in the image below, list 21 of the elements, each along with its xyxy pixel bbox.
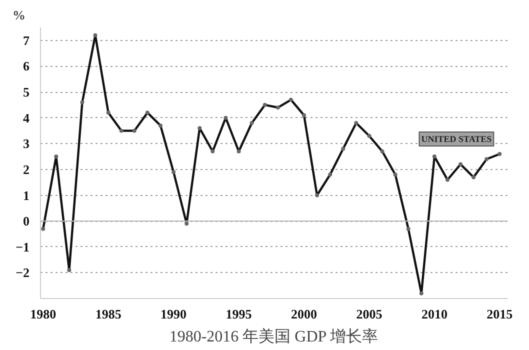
x-tick-label: 2015: [486, 306, 514, 322]
y-tick-label: 4: [23, 110, 30, 126]
y-tick-label: 0: [23, 214, 30, 229]
x-tick-label: 2010: [421, 306, 448, 322]
y-tick-label: 7: [23, 32, 30, 48]
y-axis-title: %: [12, 8, 26, 22]
x-tick-label: 1985: [95, 306, 122, 322]
x-tick-label: 2005: [356, 306, 383, 322]
x-tick-label: 2000: [291, 306, 318, 322]
y-tick-label: −2: [16, 265, 30, 280]
x-tick-label: 1995: [226, 306, 252, 322]
x-tick-label: 1990: [160, 306, 187, 322]
text: 1980-2016 年美国 GDP 增长率: [169, 328, 378, 346]
series-label: UNITED STATES: [421, 134, 492, 144]
y-tick-label: 2: [23, 162, 30, 177]
y-tick-label: 5: [23, 84, 30, 100]
y-tick-label: 6: [23, 58, 30, 74]
y-tick-label: 3: [23, 136, 30, 152]
x-tick-label: 1980: [30, 306, 56, 322]
y-tick-label: −1: [16, 239, 30, 254]
y-tick-label: 1: [23, 188, 30, 203]
